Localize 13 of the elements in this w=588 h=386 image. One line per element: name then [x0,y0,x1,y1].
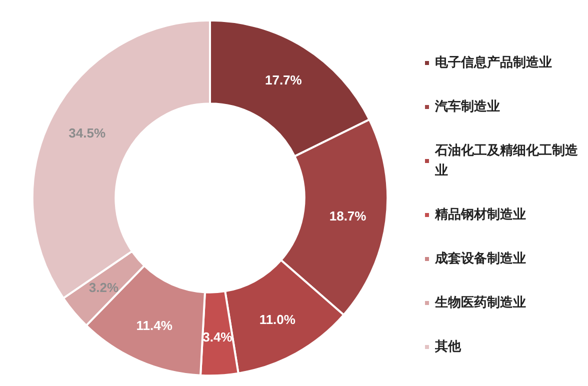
data-label: 18.7% [329,208,367,224]
data-label: 3.2% [88,280,119,295]
data-label: 11.4% [136,318,173,333]
legend-label: 精品钢材制造业 [434,208,526,222]
legend-label: 成套设备制造业 [434,252,526,266]
legend-label: 石油化工及精细化工制造业 [434,144,579,178]
legend-label: 其他 [434,340,462,354]
legend-label: 生物医药制造业 [434,294,526,310]
data-label: 34.5% [68,126,106,141]
legend-label: 电子信息产品制造业 [435,54,552,70]
data-label: 11.0% [259,312,296,328]
legend-label: 汽车制造业 [434,98,500,114]
data-label: 17.7% [264,72,302,88]
